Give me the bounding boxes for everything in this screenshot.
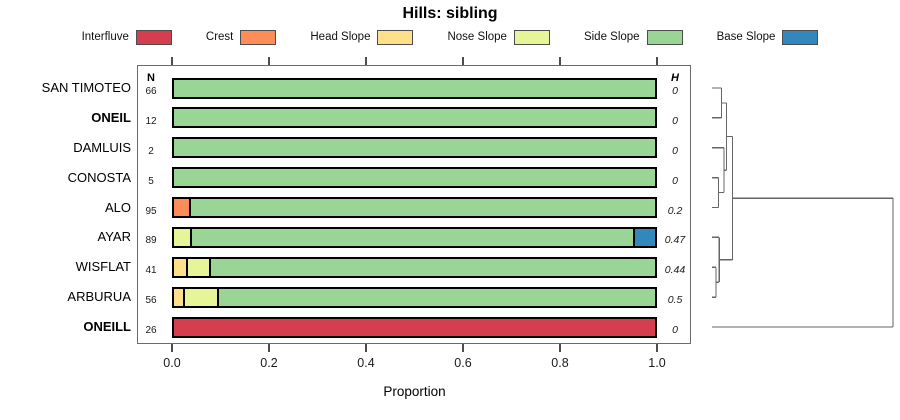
side-slope-swatch [646, 29, 683, 45]
legend-label: Base Slope [716, 31, 776, 43]
segment-interfluve [174, 318, 655, 336]
n-value: 5 [148, 175, 154, 187]
h-value: 0 [672, 174, 678, 187]
segment-side-slope [174, 169, 655, 187]
crest-swatch [240, 29, 277, 45]
bar-oneil [172, 107, 657, 129]
x-tick-top [462, 57, 464, 65]
n-value: 41 [145, 265, 157, 277]
segment-head-slope [174, 288, 183, 306]
segment-side-slope [209, 258, 655, 276]
bar-ayar [172, 226, 657, 248]
h-value: 0.5 [667, 294, 683, 307]
h-column-header: H [671, 72, 679, 84]
segment-side-slope [216, 288, 655, 306]
x-tick-bottom [656, 344, 658, 352]
n-value: 89 [145, 235, 157, 247]
row-label-oneil: ONEIL [91, 109, 131, 125]
segment-crest [174, 199, 190, 216]
x-tick-top [656, 57, 658, 65]
legend-label: Crest [205, 31, 234, 43]
segment-side-slope [190, 228, 634, 246]
row-label-san-timoteo: SAN TIMOTEO [41, 80, 131, 95]
row-label-wisflat: WISFLAT [75, 259, 131, 275]
segment-nose-slope [174, 228, 191, 246]
x-tick-bottom [268, 344, 270, 352]
x-tick-bottom [462, 344, 464, 352]
chart-title: Hills: sibling [402, 5, 498, 22]
bar-alo [172, 197, 657, 218]
x-tick-label: 1.0 [648, 356, 666, 370]
bar-oneill [172, 316, 657, 338]
row-label-oneill: ONEILL [83, 319, 131, 334]
n-value: 26 [145, 325, 157, 336]
x-tick-top [559, 57, 561, 65]
x-tick-bottom [559, 344, 561, 352]
legend-item-nose-slope: Nose Slope [447, 29, 550, 45]
legend-item-crest: Crest [205, 29, 277, 45]
x-tick-top [268, 57, 270, 65]
h-value: 0 [672, 114, 678, 127]
h-value: 0.44 [664, 264, 686, 277]
legend: Interfluve Crest Head Slope Nose Slope Side … [0, 28, 900, 46]
bar-san-timoteo [172, 77, 657, 99]
n-column-header: N [147, 72, 155, 84]
x-axis-label: Proportion [383, 384, 446, 399]
x-tick-label: 0.0 [163, 356, 181, 370]
segment-nose-slope [182, 288, 217, 306]
row-label-arburua: ARBURUA [67, 289, 131, 305]
n-value: 95 [145, 205, 157, 217]
h-value: 0.47 [664, 234, 686, 247]
n-value: 2 [148, 145, 154, 157]
x-tick-top [171, 57, 173, 65]
n-value: 12 [145, 115, 157, 127]
h-value: 0 [672, 144, 678, 157]
bar-wisflat [172, 256, 657, 278]
legend-label: Nose Slope [447, 31, 507, 43]
bar-arburua [172, 286, 657, 308]
row-label-conosta: CONOSTA [67, 169, 131, 185]
segment-base-slope [633, 228, 655, 246]
legend-item-head-slope: Head Slope [310, 29, 414, 45]
h-value: 0 [672, 85, 678, 97]
legend-label: Interfluve [81, 31, 129, 43]
x-tick-top [365, 57, 367, 65]
nose-slope-swatch [513, 29, 550, 45]
n-value: 56 [145, 295, 157, 307]
x-tick-label: 0.4 [357, 356, 375, 370]
legend-item-side-slope: Side Slope [583, 29, 683, 45]
segment-head-slope [174, 258, 186, 276]
legend-label: Head Slope [310, 31, 371, 43]
segment-side-slope [174, 139, 655, 157]
segment-side-slope [174, 79, 655, 97]
interfluve-swatch [135, 29, 172, 45]
h-value: 0.2 [667, 204, 683, 217]
x-tick-label: 0.8 [551, 356, 569, 370]
row-label-damluis: DAMLUIS [73, 139, 131, 155]
bar-conosta [172, 167, 657, 189]
segment-side-slope [189, 199, 655, 216]
legend-item-interfluve: Interfluve [81, 29, 172, 45]
bar-damluis [172, 137, 657, 159]
row-label-alo: ALO [104, 199, 131, 215]
h-value: 0 [672, 324, 678, 336]
segment-side-slope [174, 109, 655, 127]
head-slope-swatch [377, 29, 414, 45]
legend-item-base-slope: Base Slope [716, 29, 819, 45]
x-tick-bottom [365, 344, 367, 352]
x-tick-label: 0.2 [260, 356, 278, 370]
row-label-ayar: AYAR [97, 229, 131, 245]
base-slope-swatch [782, 29, 819, 45]
n-value: 66 [145, 86, 157, 97]
legend-label: Side Slope [583, 31, 640, 43]
x-tick-bottom [171, 344, 173, 352]
segment-nose-slope [185, 258, 210, 276]
x-tick-label: 0.6 [454, 356, 472, 370]
